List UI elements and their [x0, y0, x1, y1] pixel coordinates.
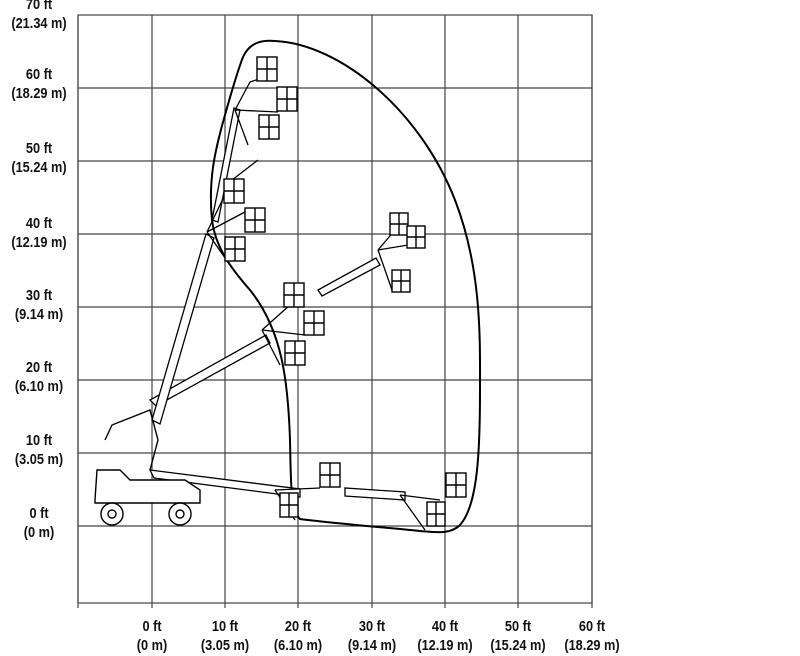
y-m: (18.29 m) [11, 85, 67, 102]
x-m: (9.14 m) [347, 637, 397, 654]
y-label-70: 70 ft (21.34 m) [6, 0, 72, 33]
y-label-60: 60 ft (18.29 m) [6, 65, 72, 103]
y-m: (15.24 m) [11, 159, 67, 176]
working-envelope [209, 39, 482, 534]
y-label-40: 40 ft (12.19 m) [6, 214, 72, 252]
x-label-60: 60 ft (18.29 m) [554, 617, 631, 655]
y-label-0: 0 ft (0 m) [6, 504, 72, 542]
y-m: (3.05 m) [14, 451, 64, 468]
y-m: (12.19 m) [11, 234, 67, 251]
x-ft: 60 ft [578, 618, 606, 635]
x-m: (3.05 m) [200, 637, 250, 654]
y-ft: 40 ft [25, 215, 53, 232]
y-ft: 50 ft [25, 140, 53, 157]
x-label-40: 40 ft (12.19 m) [407, 617, 484, 655]
x-ft: 40 ft [431, 618, 459, 635]
x-m: (12.19 m) [417, 637, 473, 654]
x-m: (6.10 m) [273, 637, 323, 654]
x-ft: 50 ft [504, 618, 532, 635]
x-label-10: 10 ft (3.05 m) [187, 617, 264, 655]
x-m: (15.24 m) [490, 637, 546, 654]
y-ft: 70 ft [25, 0, 53, 13]
x-label-0: 0 ft (0 m) [114, 617, 191, 655]
y-label-20: 20 ft (6.10 m) [6, 358, 72, 396]
y-ft: 60 ft [25, 66, 53, 83]
y-m: (9.14 m) [14, 306, 64, 323]
y-ft: 20 ft [25, 359, 53, 376]
x-ft: 10 ft [211, 618, 239, 635]
y-label-30: 30 ft (9.14 m) [6, 286, 72, 324]
x-ft: 0 ft [142, 618, 162, 635]
x-m: (18.29 m) [564, 637, 620, 654]
x-label-50: 50 ft (15.24 m) [480, 617, 557, 655]
x-label-20: 20 ft (6.10 m) [260, 617, 337, 655]
y-ft: 30 ft [25, 287, 53, 304]
y-label-10: 10 ft (3.05 m) [6, 431, 72, 469]
x-label-30: 30 ft (9.14 m) [334, 617, 411, 655]
y-m: (21.34 m) [11, 15, 67, 32]
booms [148, 77, 441, 531]
y-ft: 10 ft [25, 432, 53, 449]
y-label-50: 50 ft (15.24 m) [6, 139, 72, 177]
lift-chassis [94, 409, 201, 526]
y-m: (6.10 m) [14, 378, 64, 395]
x-m: (0 m) [136, 637, 168, 654]
y-ft: 0 ft [29, 505, 49, 522]
platform-baskets [223, 56, 467, 527]
x-ft: 30 ft [358, 618, 386, 635]
grid [77, 14, 593, 608]
y-m: (0 m) [23, 524, 55, 541]
x-ft: 20 ft [284, 618, 312, 635]
